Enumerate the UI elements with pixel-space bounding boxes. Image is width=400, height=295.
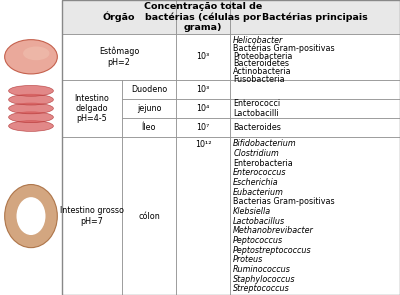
Text: Enterococcus: Enterococcus xyxy=(233,168,287,177)
Bar xyxy=(122,99,176,118)
Ellipse shape xyxy=(16,197,46,235)
Text: cólon: cólon xyxy=(138,212,160,221)
Text: Bacteroidetes: Bacteroidetes xyxy=(233,59,289,68)
Text: 10¹²: 10¹² xyxy=(195,140,211,149)
Ellipse shape xyxy=(23,47,50,60)
Bar xyxy=(62,0,400,295)
Ellipse shape xyxy=(9,103,53,114)
Bar xyxy=(230,0,400,34)
Text: Bifidobacterium: Bifidobacterium xyxy=(233,139,297,148)
Text: Íleo: Íleo xyxy=(142,123,156,132)
Text: Fusobacteria: Fusobacteria xyxy=(233,75,285,84)
Text: Proteobacteria: Proteobacteria xyxy=(233,52,292,61)
Bar xyxy=(176,34,230,80)
Text: Actinobacteria: Actinobacteria xyxy=(233,67,292,76)
Bar xyxy=(176,80,230,99)
Bar xyxy=(122,80,176,99)
Text: Helicobacter: Helicobacter xyxy=(233,36,284,45)
Text: Concentração total de
bactérias (células por
grama): Concentração total de bactérias (células… xyxy=(144,2,262,32)
Text: 10³: 10³ xyxy=(196,52,210,61)
Text: Proteus: Proteus xyxy=(233,255,264,264)
Ellipse shape xyxy=(9,112,53,123)
Bar xyxy=(176,99,230,118)
Bar xyxy=(176,0,230,34)
Text: Bacteroides: Bacteroides xyxy=(233,123,281,132)
Bar xyxy=(230,99,400,118)
Text: Enterobacteria: Enterobacteria xyxy=(233,159,293,168)
Ellipse shape xyxy=(9,121,53,131)
Text: Ruminococcus: Ruminococcus xyxy=(233,265,291,274)
Bar xyxy=(62,34,176,80)
Bar xyxy=(230,118,400,137)
Bar xyxy=(230,80,400,99)
Ellipse shape xyxy=(5,40,57,74)
Text: Methanobrevibacter: Methanobrevibacter xyxy=(233,226,314,235)
Bar xyxy=(122,137,176,295)
Text: Escherichia: Escherichia xyxy=(233,178,279,187)
Text: Estômago
pH=2: Estômago pH=2 xyxy=(99,47,139,67)
Text: Eubacterium: Eubacterium xyxy=(233,188,284,197)
Ellipse shape xyxy=(5,184,57,248)
Text: 10³: 10³ xyxy=(196,85,210,94)
Bar xyxy=(0,0,62,295)
Text: Duodeno: Duodeno xyxy=(131,85,167,94)
Text: Bactérias principais: Bactérias principais xyxy=(262,12,368,22)
Text: Bactérias Gram-positivas: Bactérias Gram-positivas xyxy=(233,44,335,53)
Text: Enterococci
Lactobacilli: Enterococci Lactobacilli xyxy=(233,99,280,118)
Text: Bacterias Gram-positivas: Bacterias Gram-positivas xyxy=(233,197,335,206)
Bar xyxy=(122,118,176,137)
Bar xyxy=(176,118,230,137)
Text: Lactobacillus: Lactobacillus xyxy=(233,217,285,226)
Text: 10⁴: 10⁴ xyxy=(196,104,210,113)
Bar xyxy=(62,0,176,34)
Bar xyxy=(230,34,400,80)
Bar xyxy=(230,137,400,295)
Text: Peptostreptococcus: Peptostreptococcus xyxy=(233,246,312,255)
Bar xyxy=(176,137,230,295)
Text: Klebsiella: Klebsiella xyxy=(233,207,271,216)
Text: Staphylococcus: Staphylococcus xyxy=(233,275,296,284)
Text: Peptococcus: Peptococcus xyxy=(233,236,283,245)
Text: Streptococcus: Streptococcus xyxy=(233,284,290,294)
Text: Clostridium: Clostridium xyxy=(233,149,279,158)
Ellipse shape xyxy=(9,94,53,105)
Text: Intestino
delgado
pH=4-5: Intestino delgado pH=4-5 xyxy=(74,94,110,123)
Text: Órgão: Órgão xyxy=(103,12,135,22)
Text: Intestino grosso
pH=7: Intestino grosso pH=7 xyxy=(60,206,124,226)
Text: jejuno: jejuno xyxy=(137,104,161,113)
Ellipse shape xyxy=(9,86,53,96)
Bar xyxy=(62,80,122,137)
Text: 10⁷: 10⁷ xyxy=(196,123,210,132)
Bar xyxy=(62,137,122,295)
